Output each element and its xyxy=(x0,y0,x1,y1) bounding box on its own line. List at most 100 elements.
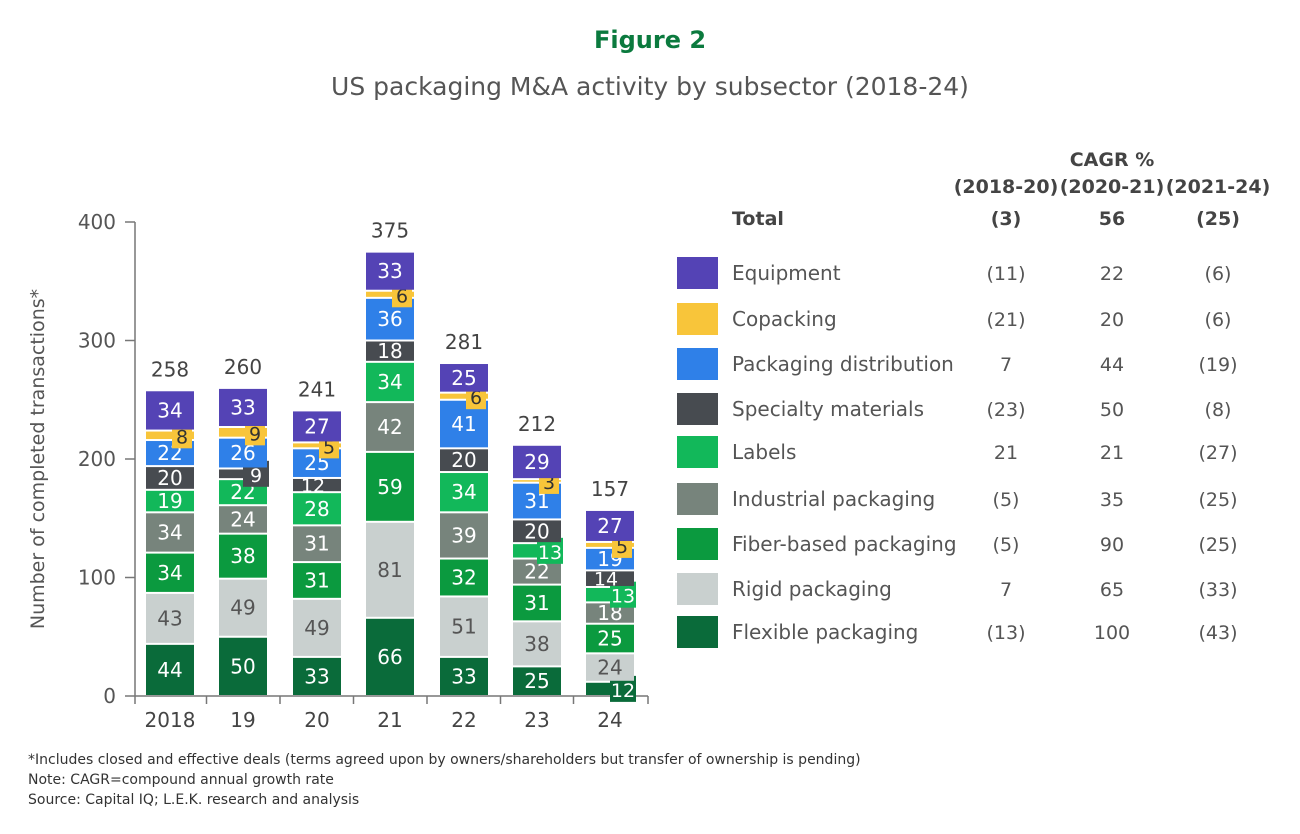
data-label: 33 xyxy=(230,395,255,419)
bar-segment xyxy=(146,593,194,643)
data-label: 25 xyxy=(451,366,476,390)
total-row-label: Total xyxy=(732,208,784,230)
bar-segment xyxy=(219,506,267,533)
y-tick-label: 200 xyxy=(78,447,116,471)
bar-segment xyxy=(146,644,194,695)
data-label: 27 xyxy=(304,414,329,438)
data-label: 43 xyxy=(157,606,182,630)
data-label: 59 xyxy=(377,475,402,499)
total-cagr: (25) xyxy=(1196,208,1240,230)
data-label: 20 xyxy=(451,448,476,472)
bar-segment xyxy=(146,391,194,430)
total-label: 241 xyxy=(298,377,336,401)
x-tick-label: 19 xyxy=(230,708,255,732)
bar-segment xyxy=(586,603,634,623)
cagr-value: 50 xyxy=(1100,399,1124,421)
footnotes: *Includes closed and effective deals (te… xyxy=(28,750,861,810)
data-label: 33 xyxy=(451,664,476,688)
data-label: 19 xyxy=(157,489,182,513)
y-tick-label: 400 xyxy=(78,210,116,234)
cagr-value: 22 xyxy=(1100,263,1124,285)
note: Note: CAGR=compound annual growth rate xyxy=(28,772,334,788)
data-label: 13 xyxy=(611,586,635,608)
bar-segment xyxy=(513,585,561,621)
legend-label: Packaging distribution xyxy=(732,352,954,376)
cagr-value: (19) xyxy=(1198,354,1237,376)
bar-segment xyxy=(440,597,488,656)
legend-swatch xyxy=(677,616,718,648)
total-label: 212 xyxy=(518,412,556,436)
legend-swatch xyxy=(677,303,718,335)
total-label: 157 xyxy=(591,477,629,501)
data-label: 5 xyxy=(616,536,628,558)
cagr-value: (11) xyxy=(986,263,1025,285)
total-cagr: 56 xyxy=(1099,208,1125,230)
data-label: 13 xyxy=(538,542,562,564)
bar-segment xyxy=(440,657,488,695)
bar-segment xyxy=(440,364,488,392)
bar-segment xyxy=(293,599,341,656)
total-cagr: (3) xyxy=(991,208,1022,230)
cagr-value: (23) xyxy=(986,399,1025,421)
cagr-value: (21) xyxy=(986,309,1025,331)
data-label: 18 xyxy=(377,339,402,363)
legend-label: Specialty materials xyxy=(732,397,924,421)
legend-label: Copacking xyxy=(732,307,837,331)
cagr-heading: CAGR % xyxy=(1070,149,1155,171)
data-label: 27 xyxy=(597,514,622,538)
bar-segment xyxy=(293,657,341,695)
bar-segment xyxy=(366,341,414,361)
data-label: 36 xyxy=(377,307,402,331)
legend-label: Rigid packaging xyxy=(732,577,892,601)
source: Source: Capital IQ; L.E.K. research and … xyxy=(28,792,360,808)
bar-segment xyxy=(440,473,488,512)
cagr-value: (5) xyxy=(993,489,1020,511)
y-axis-label: Number of completed transactions* xyxy=(27,289,49,629)
bar-segment xyxy=(586,654,634,681)
cagr-value: (6) xyxy=(1205,309,1232,331)
bar-segment xyxy=(586,571,634,586)
data-label: 20 xyxy=(157,466,182,490)
bar-segment xyxy=(440,449,488,472)
data-label: 38 xyxy=(524,632,549,656)
bar-segment xyxy=(146,490,194,512)
x-tick-label: 21 xyxy=(377,708,402,732)
data-label: 33 xyxy=(304,664,329,688)
cagr-value: 7 xyxy=(1000,579,1012,601)
legend-swatch xyxy=(677,393,718,425)
bar-segment xyxy=(219,388,267,427)
bar-segment xyxy=(366,291,414,297)
data-label: 49 xyxy=(230,596,255,620)
bar-segment xyxy=(366,362,414,402)
data-label: 12 xyxy=(301,475,325,497)
cagr-value: 65 xyxy=(1100,579,1124,601)
bar-segment xyxy=(513,667,561,695)
data-label: 9 xyxy=(250,465,262,487)
bar-segment xyxy=(219,579,267,636)
legend-swatch xyxy=(677,573,718,605)
data-label: 39 xyxy=(451,523,476,547)
bar-segment xyxy=(586,510,634,541)
cagr-value: (43) xyxy=(1198,622,1237,644)
bar-segment xyxy=(146,467,194,489)
cagr-value: (25) xyxy=(1198,489,1237,511)
x-tick-label: 22 xyxy=(451,708,476,732)
bar-segment xyxy=(513,622,561,666)
data-label: 20 xyxy=(524,519,549,543)
bar-segment xyxy=(219,428,267,437)
data-label: 34 xyxy=(157,561,182,585)
data-label: 34 xyxy=(451,480,476,504)
data-label: 31 xyxy=(524,591,549,615)
data-label: 41 xyxy=(451,412,476,436)
bar-segment xyxy=(219,637,267,695)
total-label: 260 xyxy=(224,355,262,379)
bar-segment xyxy=(440,393,488,399)
cagr-value: (6) xyxy=(1205,263,1232,285)
chart-title: US packaging M&A activity by subsector (… xyxy=(331,72,969,101)
cagr-value: 20 xyxy=(1100,309,1124,331)
data-label: 49 xyxy=(304,616,329,640)
bar-segment xyxy=(219,534,267,578)
bar-segment xyxy=(146,513,194,552)
data-label: 12 xyxy=(611,680,635,702)
